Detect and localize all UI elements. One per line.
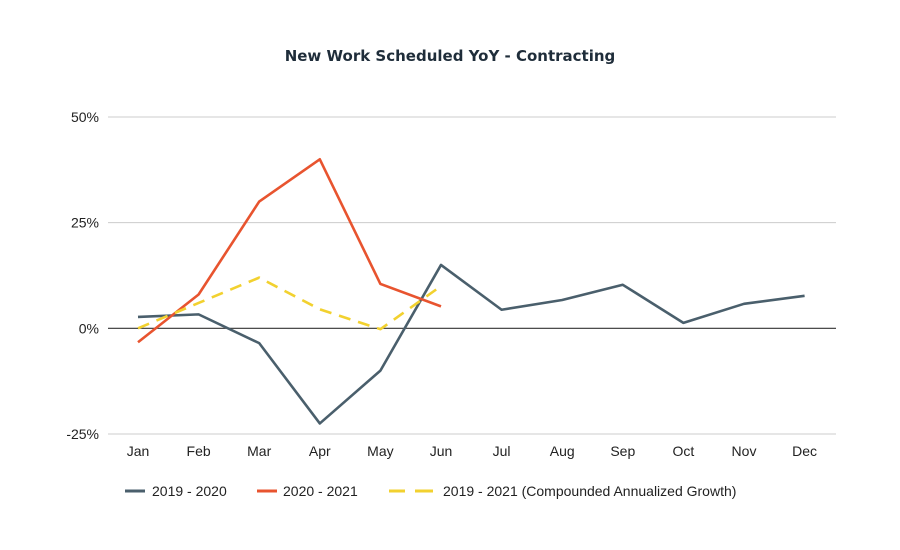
x-tick-label: May	[367, 443, 393, 459]
y-tick-label: 0%	[79, 320, 99, 336]
legend: 2019 - 2020 2020 - 2021 2019 - 2021 (Compo…	[125, 483, 736, 499]
series-line	[137, 263, 805, 425]
x-tick-label: Oct	[673, 443, 695, 459]
x-tick-label: Aug	[550, 443, 575, 459]
x-axis-ticks: Jan Feb Mar Apr May Jun Jul Aug Sep Oct Nov Dec	[127, 443, 817, 459]
x-tick-label: Jul	[493, 443, 511, 459]
x-tick-label: Jun	[430, 443, 453, 459]
chart-title: New Work Scheduled YoY - Contracting	[285, 47, 616, 65]
gridlines	[108, 116, 836, 435]
legend-label: 2020 - 2021	[283, 483, 358, 499]
x-tick-label: Jan	[127, 443, 150, 459]
x-tick-label: Dec	[792, 443, 817, 459]
series-line	[137, 276, 442, 331]
x-tick-label: Sep	[610, 443, 635, 459]
y-tick-label: 50%	[71, 109, 99, 125]
legend-label: 2019 - 2021 (Compounded Annualized Growt…	[443, 483, 736, 499]
x-tick-label: Apr	[309, 443, 331, 459]
x-tick-label: Nov	[732, 443, 757, 459]
y-tick-label: -25%	[66, 426, 99, 442]
series-line	[137, 157, 442, 344]
y-tick-label: 25%	[71, 215, 99, 231]
x-tick-label: Feb	[187, 443, 211, 459]
series-lines	[137, 157, 805, 425]
y-axis-ticks: 50% 25% 0% -25%	[66, 109, 99, 442]
legend-label: 2019 - 2020	[152, 483, 227, 499]
x-tick-label: Mar	[247, 443, 271, 459]
